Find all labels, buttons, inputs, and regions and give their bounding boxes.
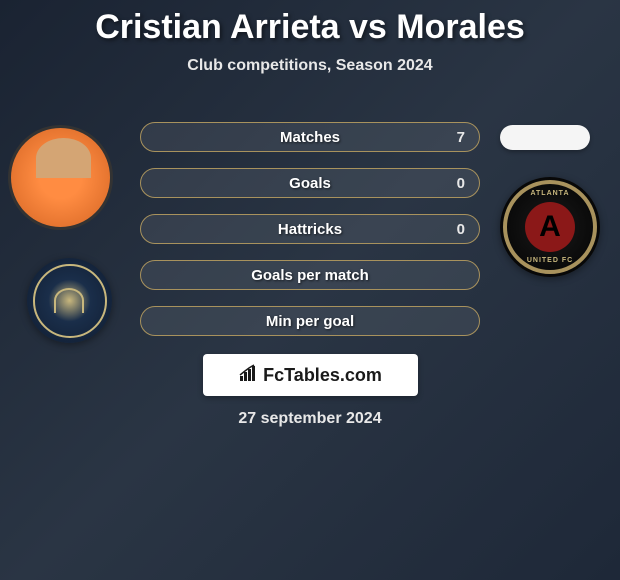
- stat-value: 0: [457, 175, 465, 192]
- stat-label: Goals: [289, 175, 331, 192]
- comparison-title: Cristian Arrieta vs Morales: [0, 0, 620, 47]
- team-badge-left: [27, 258, 112, 343]
- chart-icon: [239, 364, 259, 387]
- stat-row-min-per-goal: Min per goal: [140, 306, 480, 336]
- stat-row-goals: Goals 0: [140, 168, 480, 198]
- badge-text-united: UNITED FC: [527, 257, 573, 264]
- watermark-text: FcTables.com: [263, 365, 382, 386]
- badge-text-atlanta: ATLANTA: [530, 190, 569, 197]
- player-photo-right: [500, 125, 590, 150]
- stat-row-hattricks: Hattricks 0: [140, 214, 480, 244]
- comparison-date: 27 september 2024: [0, 410, 620, 428]
- stat-label: Goals per match: [251, 267, 369, 284]
- atlanta-united-logo: [525, 202, 575, 252]
- stats-container: Matches 7 Goals 0 Hattricks 0 Goals per …: [140, 122, 480, 352]
- comparison-subtitle: Club competitions, Season 2024: [0, 57, 620, 75]
- stat-row-goals-per-match: Goals per match: [140, 260, 480, 290]
- stat-label: Hattricks: [278, 221, 342, 238]
- watermark-badge: FcTables.com: [203, 354, 418, 396]
- philadelphia-union-logo: [52, 283, 87, 318]
- stat-row-matches: Matches 7: [140, 122, 480, 152]
- stat-label: Matches: [280, 129, 340, 146]
- team-badge-right: ATLANTA UNITED FC: [500, 177, 600, 277]
- player-photo-left: [8, 125, 113, 230]
- stat-label: Min per goal: [266, 313, 354, 330]
- stat-value: 0: [457, 221, 465, 238]
- stat-value: 7: [457, 129, 465, 146]
